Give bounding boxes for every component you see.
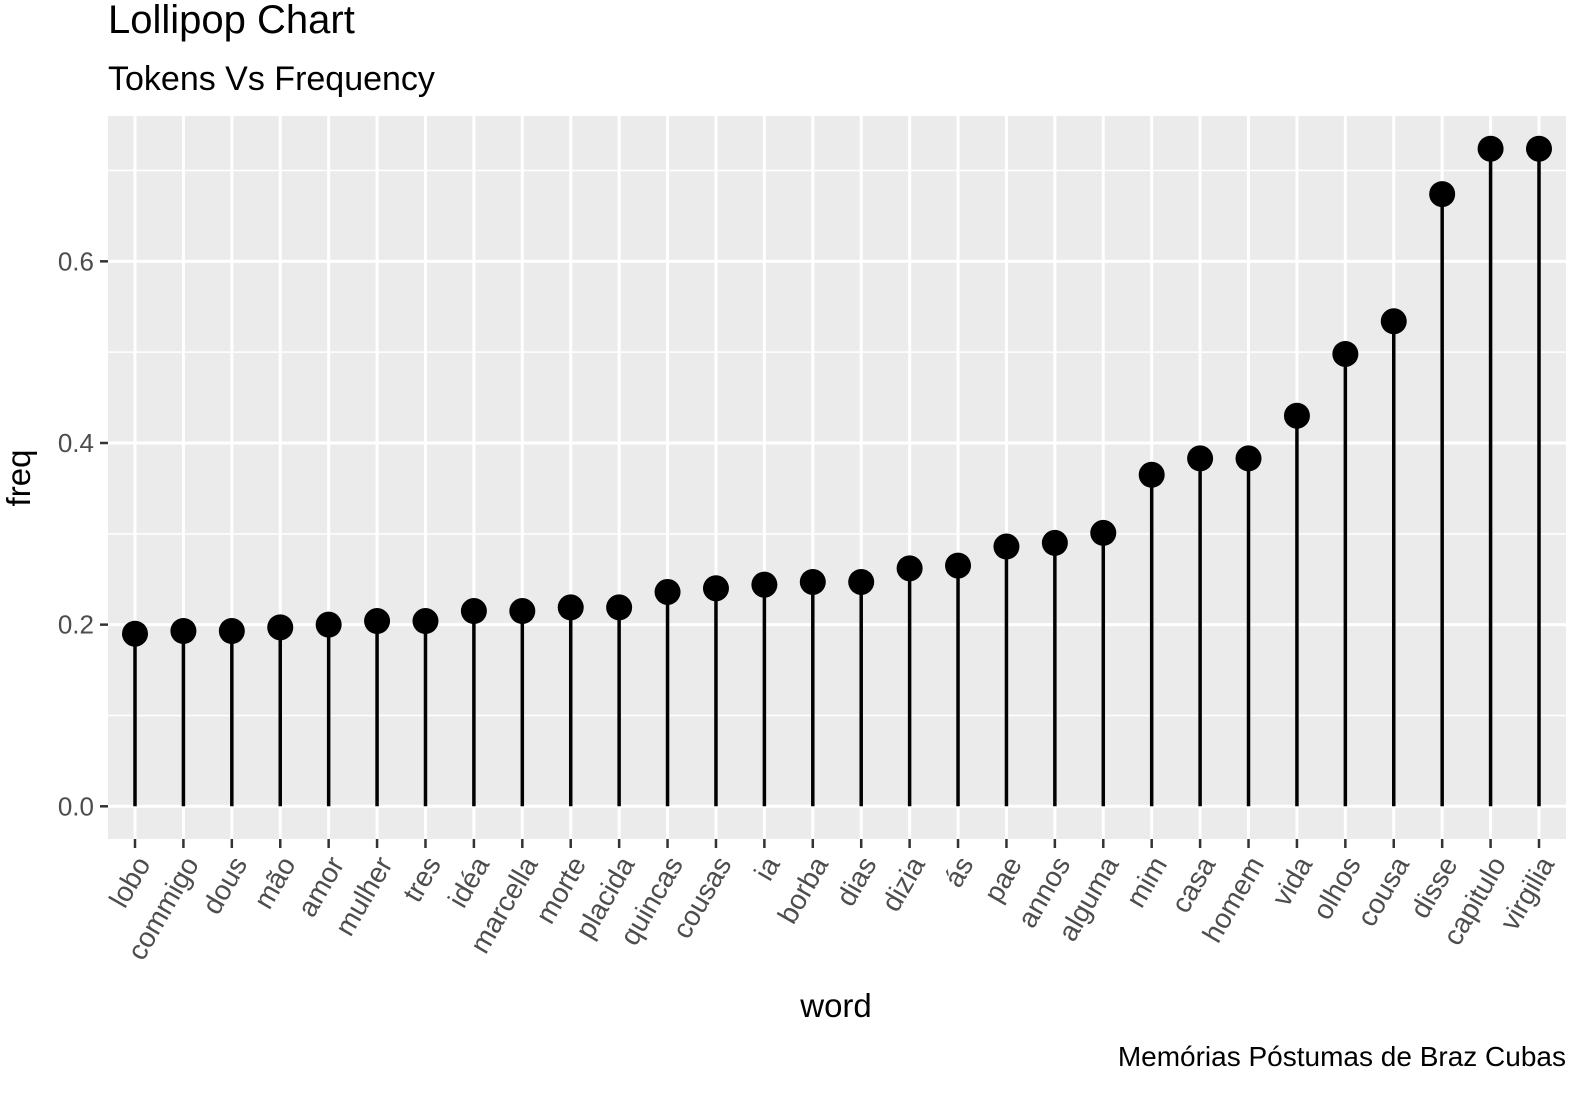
- lollipop-point: [557, 594, 584, 621]
- y-tick-label: 0.2: [58, 610, 94, 640]
- lollipop-point: [606, 594, 633, 621]
- lollipop-point: [1235, 445, 1262, 472]
- y-tick-label: 0.6: [58, 246, 94, 276]
- lollipop-point: [702, 575, 729, 602]
- lollipop-point: [1283, 402, 1310, 429]
- lollipop-point: [364, 608, 391, 635]
- lollipop-point: [1041, 529, 1068, 556]
- lollipop-point: [267, 614, 294, 641]
- lollipop-point: [170, 618, 197, 645]
- x-tick-label: dias: [830, 851, 883, 911]
- chart-subtitle: Tokens Vs Frequency: [108, 60, 435, 98]
- lollipop-point: [1138, 461, 1165, 488]
- lollipop-points: [122, 135, 1552, 647]
- chart-caption: Memórias Póstumas de Braz Cubas: [1118, 1041, 1566, 1072]
- lollipop-sticks: [133, 148, 1541, 807]
- lollipop-point: [751, 571, 778, 598]
- lollipop-point: [945, 552, 972, 579]
- lollipop-point: [896, 555, 923, 582]
- y-axis-title: freq: [0, 450, 37, 507]
- lollipop-point: [993, 533, 1020, 560]
- lollipop-point: [218, 618, 245, 645]
- lollipop-point: [1187, 445, 1214, 472]
- y-tick-label: 0.0: [58, 791, 94, 821]
- chart-title: Lollipop Chart: [108, 0, 355, 42]
- lollipop-point: [1429, 181, 1456, 208]
- x-tick-label: pae: [978, 851, 1028, 907]
- lollipop-point: [122, 620, 148, 647]
- lollipop-point: [1332, 340, 1359, 367]
- x-tick-label: ás: [938, 851, 980, 892]
- x-tick-label: tres: [397, 851, 447, 907]
- lollipop-point: [460, 598, 487, 625]
- plot-panel: [108, 116, 1566, 839]
- lollipop-point: [412, 608, 439, 635]
- lollipop-point: [1380, 308, 1407, 335]
- lollipop-point: [1090, 519, 1117, 546]
- lollipop-point: [799, 568, 826, 595]
- lollipop-point: [1526, 135, 1552, 162]
- lollipop-point: [1477, 135, 1504, 162]
- x-tick-label: dous: [196, 851, 253, 919]
- lollipop-point: [315, 611, 342, 638]
- lollipop-point: [848, 568, 875, 595]
- x-axis: lobocommigodousmãoamormulhertresidéamarc…: [103, 839, 1561, 965]
- lollipop-point: [509, 598, 536, 625]
- y-axis: 0.0 0.2 0.4 0.6: [58, 246, 108, 821]
- y-tick-label: 0.4: [58, 428, 94, 458]
- lollipop-point: [654, 578, 681, 605]
- x-tick-label: cousa: [1351, 851, 1415, 932]
- x-tick-label: ia: [748, 851, 786, 886]
- x-tick-label: borba: [772, 851, 835, 929]
- x-tick-label: dizia: [875, 851, 931, 917]
- x-axis-title: word: [799, 987, 872, 1024]
